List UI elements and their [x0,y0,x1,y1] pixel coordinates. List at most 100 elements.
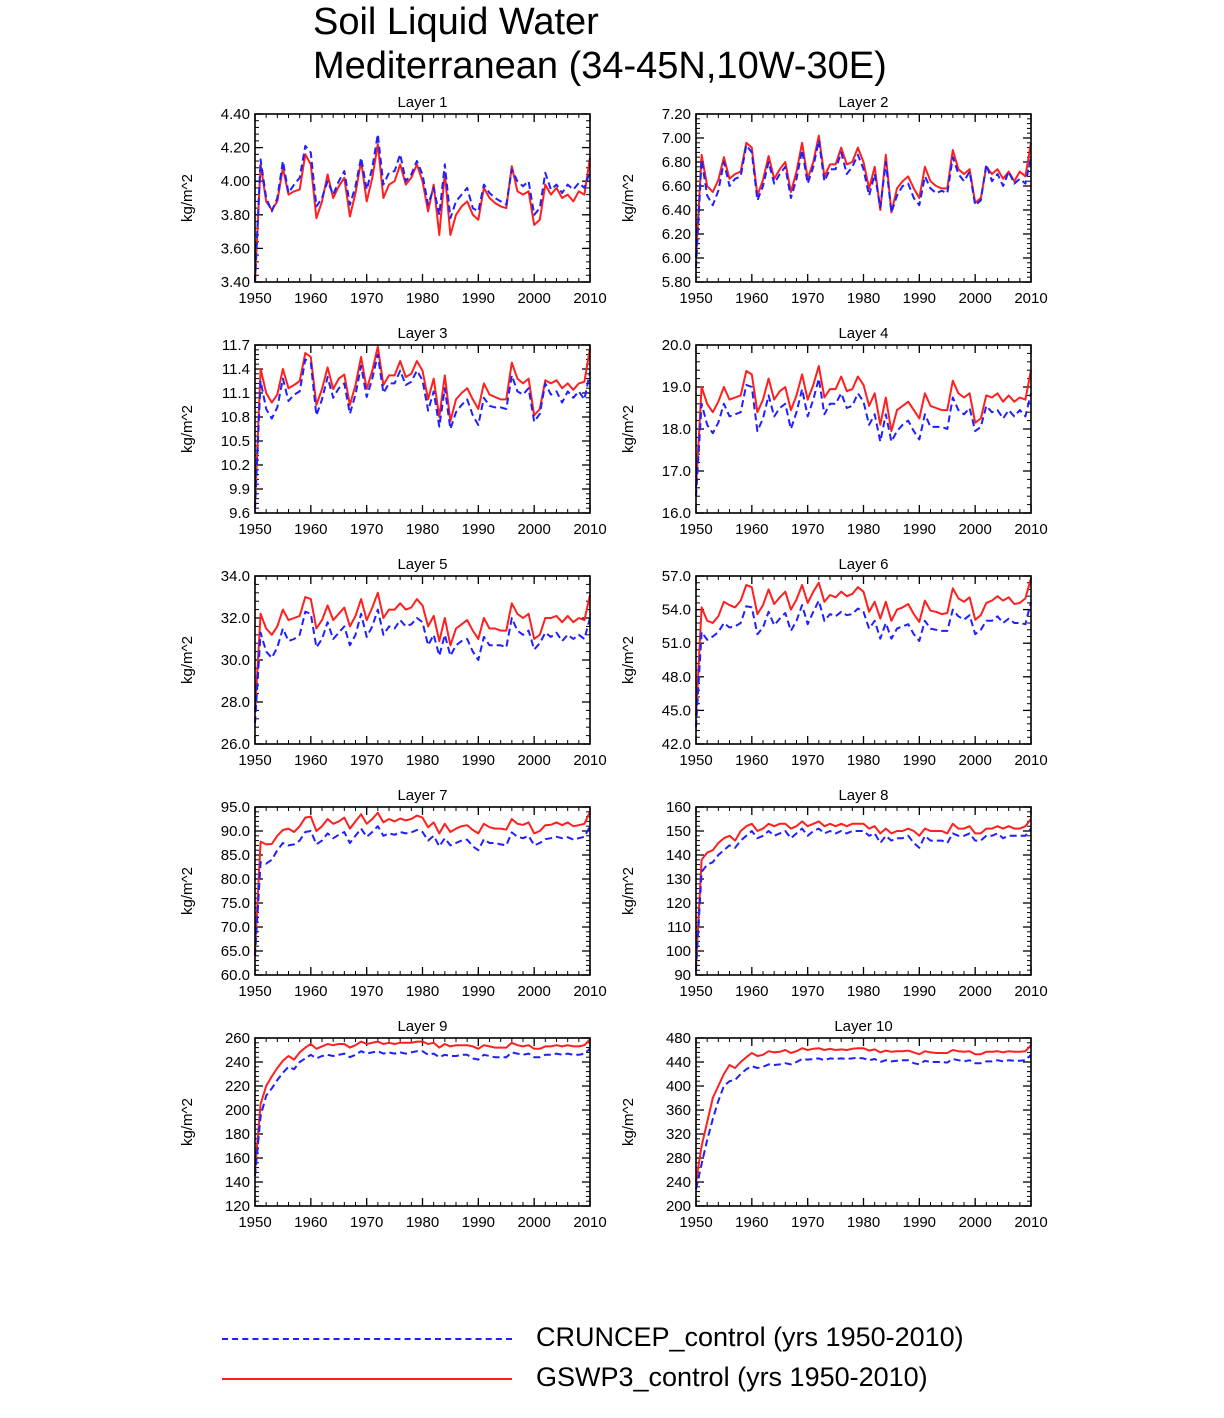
panel-title: Layer 7 [397,787,447,804]
x-tick-label: 1990 [903,752,936,769]
y-tick-label: 45.0 [662,702,691,719]
x-tick-label: 2000 [958,290,991,307]
series-line-gswp3 [695,365,1032,488]
y-tick-label: 150 [666,823,691,840]
y-tick-label: 11.7 [222,337,250,354]
y-axis-label: kg/m^2 [620,636,637,684]
x-tick-label: 1950 [238,1214,271,1231]
y-tick-label: 90.0 [221,823,250,840]
panel-title: Layer 2 [838,94,888,111]
x-tick-label: 1980 [406,1214,439,1231]
panel-8: Layer 8 90 100 110 120 130 140 150 160 1950 1960 19… [620,787,1048,1000]
series-line-gswp3 [254,1038,591,1171]
y-tick-label: 400 [666,1078,691,1095]
x-tick-label: 2010 [573,983,606,1000]
panel-4: Layer 4 16.0 17.0 18.0 19.0 20.0 1950 1960 1970 1… [620,325,1048,538]
x-tick-label: 2010 [1014,290,1047,307]
y-tick-label: 160 [666,799,691,816]
series-line-gswp3 [254,591,591,713]
x-tick-label: 2000 [958,752,991,769]
y-axis-label: kg/m^2 [179,636,196,684]
panel-title: Layer 9 [397,1018,447,1035]
x-tick-label: 2000 [958,983,991,1000]
y-tick-label: 10.8 [221,409,250,426]
panel-title: Layer 5 [397,556,447,573]
y-tick-label: 60.0 [221,967,250,984]
x-tick-label: 1980 [406,521,439,538]
x-tick-label: 2000 [517,983,550,1000]
x-tick-label: 1960 [294,983,327,1000]
x-tick-label: 1950 [238,521,271,538]
y-tick-label: 240 [225,1054,250,1071]
panel-1: Layer 1 3.40 3.60 3.80 4.00 4.20 4.40 1950 1960 1… [179,94,607,307]
y-axis-label: kg/m^2 [179,174,196,222]
series-line-cruncep [254,353,591,510]
y-tick-label: 240 [666,1174,691,1191]
x-tick-label: 1990 [462,1214,495,1231]
x-tick-label: 1960 [294,290,327,307]
x-tick-label: 1950 [238,983,271,1000]
panel-title: Layer 6 [838,556,888,573]
x-tick-label: 1970 [791,521,824,538]
x-tick-label: 1960 [735,752,768,769]
x-tick-label: 1970 [350,521,383,538]
x-tick-label: 1950 [679,752,712,769]
x-tick-label: 1990 [903,521,936,538]
panel-title: Layer 1 [397,94,447,111]
legend-label-gswp3: GSWP3_control (yrs 1950-2010) [536,1362,928,1392]
x-tick-label: 2010 [1014,752,1047,769]
panel-9: Layer 9 120 140 160 180 200 220 240 260 1950 1960 1… [179,1018,607,1231]
x-tick-label: 1980 [406,983,439,1000]
y-tick-label: 6.20 [662,226,691,243]
x-tick-label: 1970 [791,290,824,307]
y-tick-label: 48.0 [662,669,691,686]
x-tick-label: 1980 [406,290,439,307]
x-tick-label: 1990 [462,290,495,307]
panel-title: Layer 10 [834,1018,892,1035]
x-tick-label: 1960 [735,521,768,538]
y-tick-label: 5.80 [662,274,691,291]
y-tick-label: 6.80 [662,154,691,171]
panel-5: Layer 5 26.0 28.0 30.0 32.0 34.0 1950 1960 1970 1… [179,556,607,769]
plot-frame [254,1037,591,1207]
y-tick-label: 7.00 [662,130,691,147]
y-tick-label: 9.6 [229,505,250,522]
y-tick-label: 34.0 [221,568,250,585]
chart-title-line-1: Soil Liquid Water [313,1,599,43]
panel-title: Layer 4 [838,325,888,342]
x-tick-label: 1980 [847,752,880,769]
y-tick-label: 360 [666,1102,691,1119]
y-axis-label: kg/m^2 [179,405,196,453]
x-tick-label: 1970 [350,752,383,769]
series-line-gswp3 [254,345,591,506]
y-tick-label: 57.0 [662,568,691,585]
plot-frame [695,344,1032,514]
y-tick-label: 220 [225,1078,250,1095]
y-tick-label: 54.0 [662,602,691,619]
y-tick-label: 10.2 [221,457,250,474]
plot-frame [695,113,1032,283]
y-tick-label: 16.0 [662,505,691,522]
x-tick-label: 2010 [573,290,606,307]
x-tick-label: 1990 [903,1214,936,1231]
plot-frame [254,806,591,976]
x-tick-label: 2010 [1014,1214,1047,1231]
x-tick-label: 1980 [847,290,880,307]
panel-title: Layer 3 [397,325,447,342]
y-tick-label: 11.1 [222,385,250,402]
plot-frame [695,806,1032,976]
y-tick-label: 32.0 [221,610,250,627]
y-tick-label: 11.4 [222,361,250,378]
x-tick-label: 1960 [735,1214,768,1231]
y-tick-label: 6.40 [662,202,691,219]
panel-2: Layer 2 5.80 6.00 6.20 6.40 6.60 6.80 7.00 7.20 1… [620,94,1048,307]
y-tick-label: 280 [666,1150,691,1167]
series-line-cruncep [695,827,1032,971]
y-tick-label: 85.0 [221,847,250,864]
legend-label-cruncep: CRUNCEP_control (yrs 1950-2010) [536,1322,964,1352]
y-tick-label: 65.0 [221,943,250,960]
x-tick-label: 1960 [294,521,327,538]
plot-frame [254,344,591,514]
x-tick-label: 1950 [238,752,271,769]
x-tick-label: 1960 [735,983,768,1000]
